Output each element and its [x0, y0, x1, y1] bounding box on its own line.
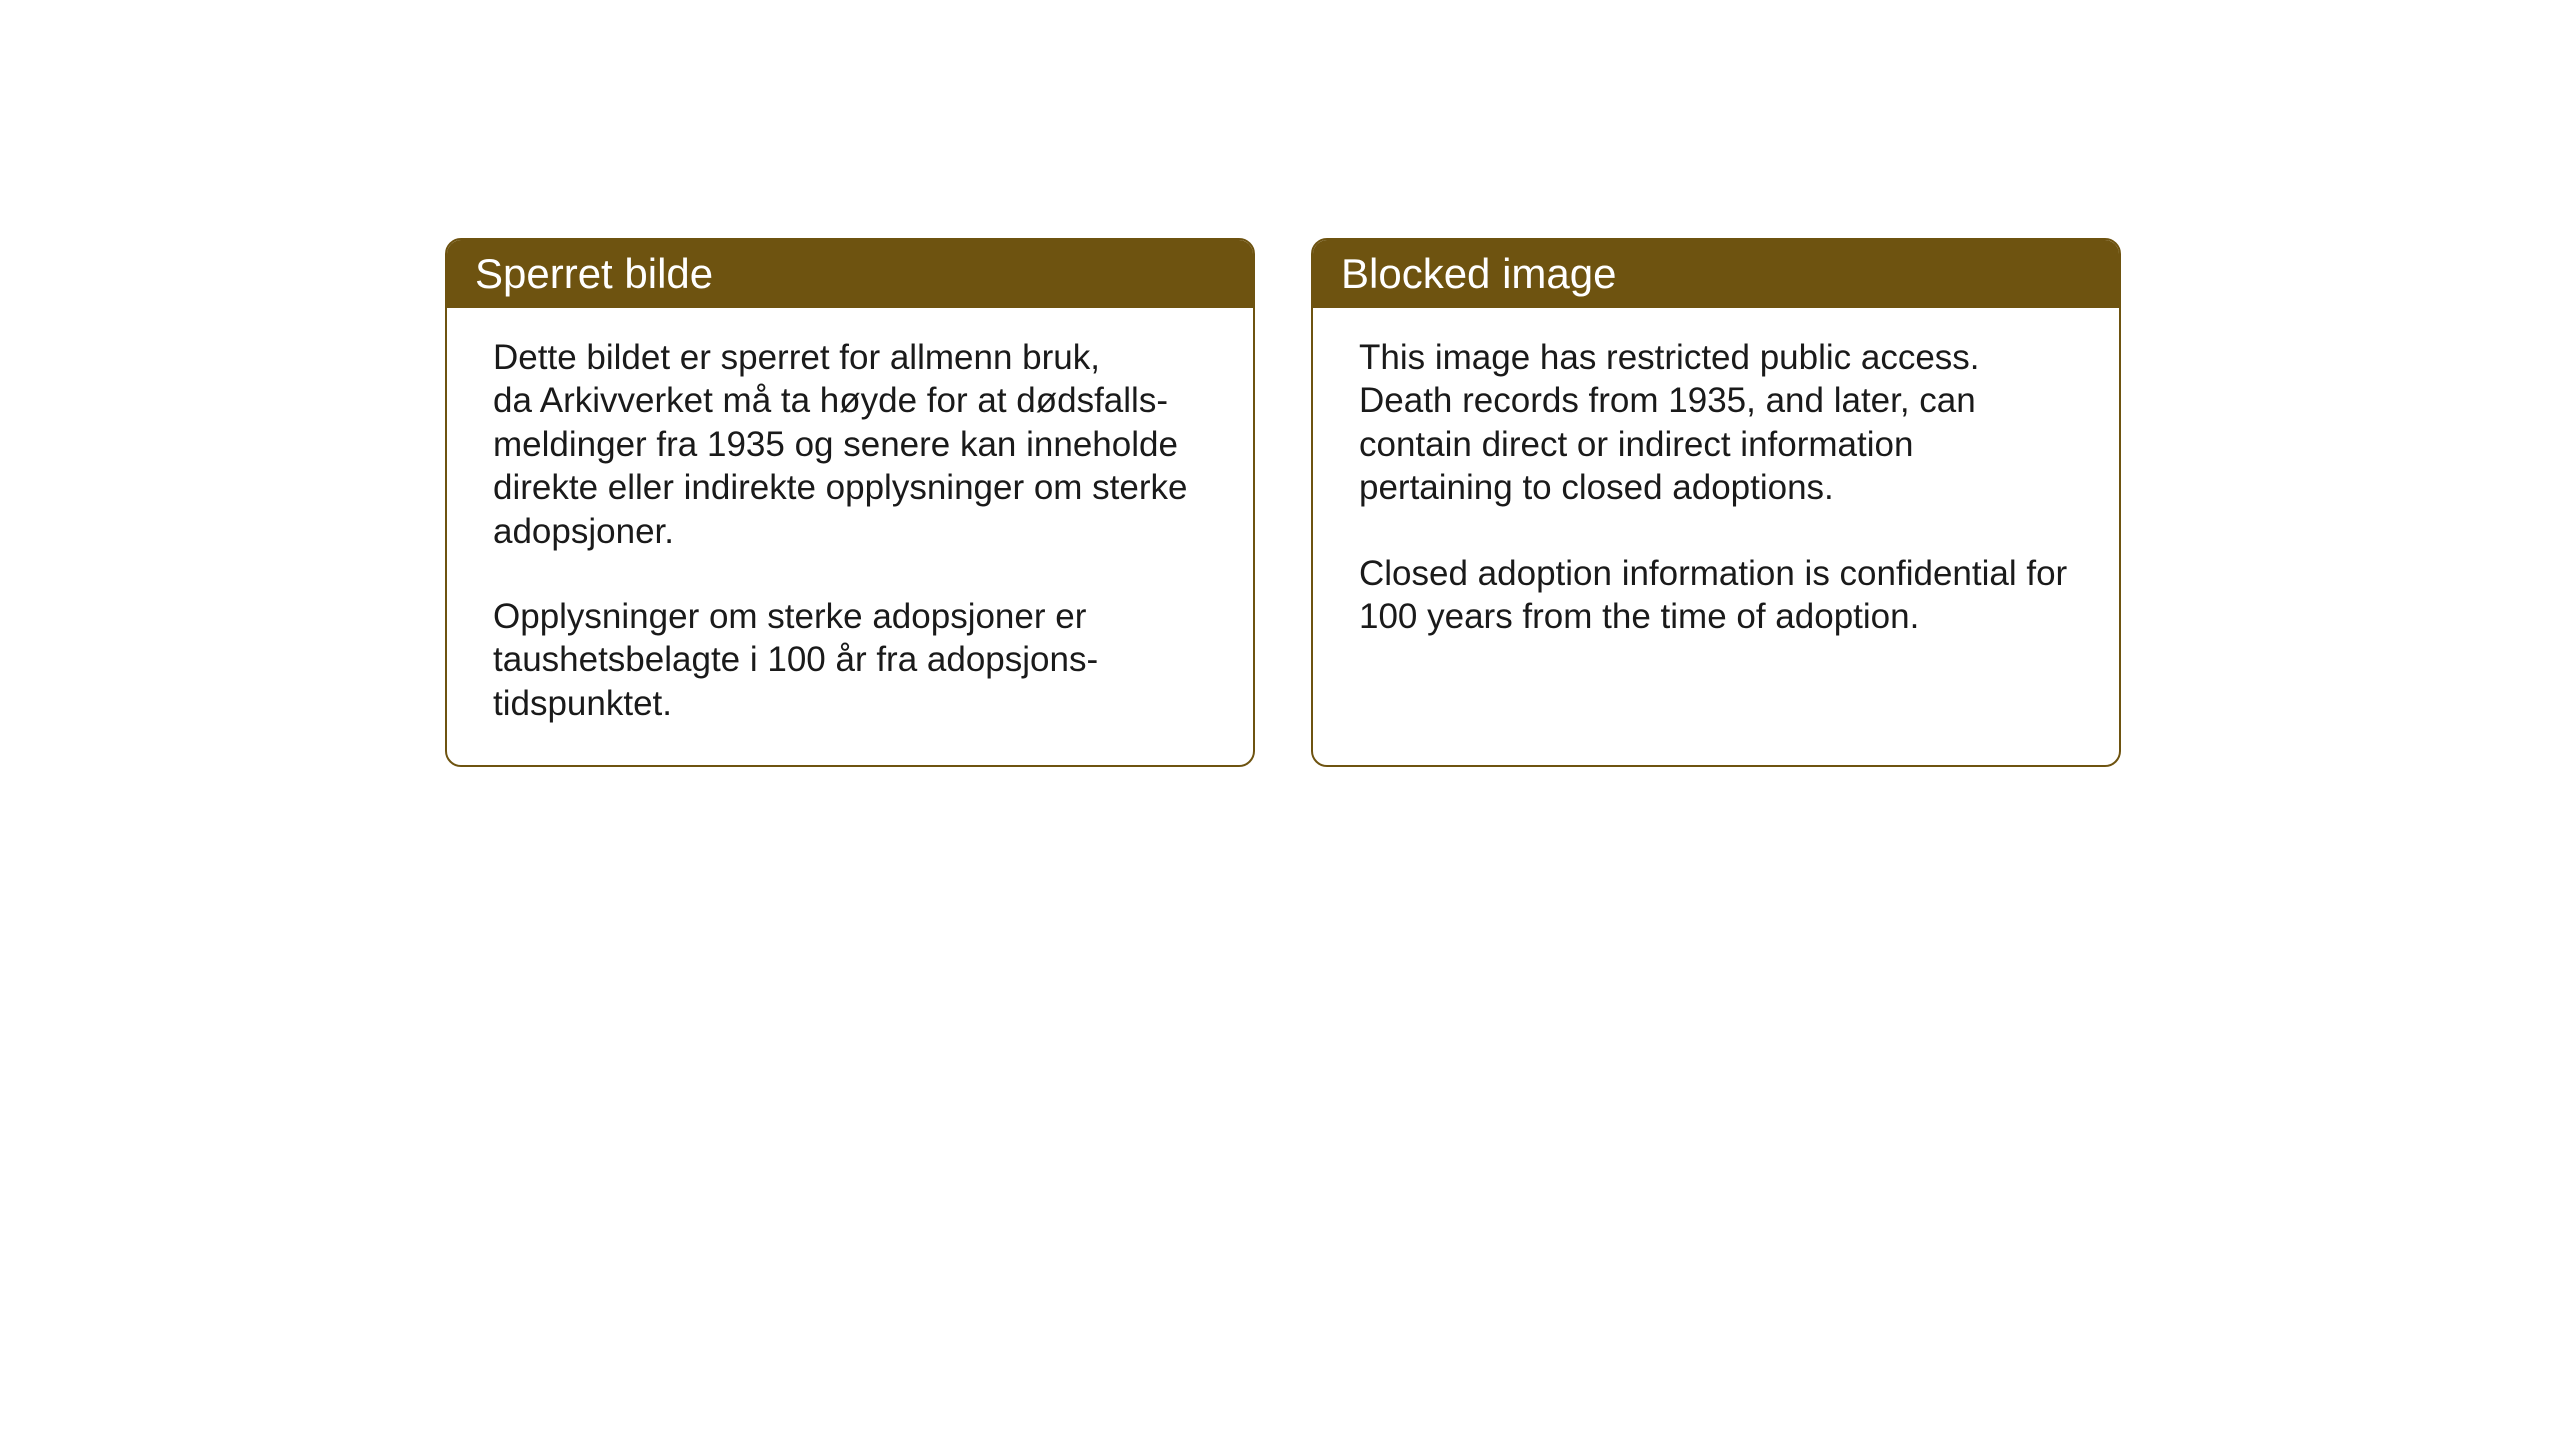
- card-paragraph-english-2: Closed adoption information is confident…: [1359, 552, 2073, 639]
- card-body-norwegian: Dette bildet er sperret for allmenn bruk…: [447, 308, 1253, 765]
- card-paragraph-english-1: This image has restricted public access.…: [1359, 336, 2073, 510]
- card-body-english: This image has restricted public access.…: [1313, 308, 2119, 678]
- card-header-norwegian: Sperret bilde: [447, 240, 1253, 308]
- card-header-english: Blocked image: [1313, 240, 2119, 308]
- notice-card-english: Blocked image This image has restricted …: [1311, 238, 2121, 767]
- notice-card-norwegian: Sperret bilde Dette bildet er sperret fo…: [445, 238, 1255, 767]
- card-paragraph-norwegian-1: Dette bildet er sperret for allmenn bruk…: [493, 336, 1207, 553]
- notice-cards-container: Sperret bilde Dette bildet er sperret fo…: [445, 238, 2121, 767]
- card-paragraph-norwegian-2: Opplysninger om sterke adopsjoner er tau…: [493, 595, 1207, 725]
